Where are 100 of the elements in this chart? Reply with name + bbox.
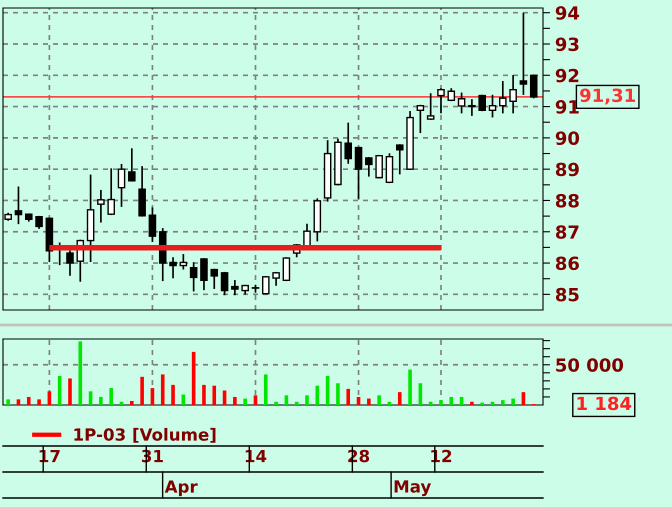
bar	[336, 383, 340, 405]
candlestick	[416, 104, 424, 134]
y-tick-label: 88	[556, 194, 579, 208]
bar	[522, 392, 526, 405]
bar	[212, 386, 216, 405]
bar	[243, 398, 247, 405]
candlestick	[252, 284, 260, 293]
bar	[316, 386, 320, 405]
candlestick	[66, 250, 74, 276]
bar	[26, 396, 31, 405]
bar	[346, 388, 350, 405]
bar	[140, 376, 144, 405]
y-tick-label: 50 000	[556, 358, 624, 372]
bar	[449, 396, 454, 405]
candlestick	[530, 74, 538, 98]
bar	[388, 402, 392, 405]
candlestick	[447, 88, 456, 102]
y-tick-label: 92	[556, 68, 578, 82]
candlestick	[282, 257, 290, 282]
bar	[171, 384, 175, 405]
candlestick	[272, 272, 280, 286]
bar	[37, 399, 41, 405]
legend-label: 1P-03 [Volume]	[74, 428, 216, 443]
y-tick-label: 87	[556, 225, 578, 239]
candlestick	[210, 268, 218, 289]
text: May	[394, 480, 431, 496]
candlestick	[478, 94, 486, 112]
bar	[182, 394, 186, 405]
candlestick	[365, 157, 373, 177]
bar	[130, 400, 134, 405]
bar	[356, 396, 360, 405]
bar	[68, 378, 72, 405]
bar	[160, 374, 165, 405]
candlestick	[509, 75, 517, 114]
ref-line-label: 91,31	[580, 88, 635, 104]
text: Apr	[164, 480, 198, 496]
bar	[120, 402, 124, 405]
bar	[88, 391, 92, 405]
y-tick-label: 90	[556, 131, 580, 145]
candlestick	[344, 122, 352, 164]
bar	[202, 384, 206, 405]
bar	[408, 370, 412, 405]
bar	[99, 396, 103, 405]
bar	[305, 395, 309, 405]
candlestick	[488, 94, 496, 118]
candlestick	[262, 276, 270, 295]
candlestick	[437, 88, 445, 114]
bar	[490, 402, 494, 405]
y-tick-label: 94	[556, 6, 580, 20]
candlestick	[35, 216, 43, 229]
candlestick	[375, 154, 383, 178]
candlestick	[499, 81, 507, 114]
candlestick	[148, 207, 156, 242]
candlestick	[118, 164, 126, 207]
bar	[58, 376, 62, 405]
bar	[501, 400, 505, 405]
y-tick-label: 93	[556, 37, 578, 52]
bar	[78, 341, 82, 405]
bar	[222, 390, 226, 405]
bar	[439, 400, 443, 405]
bar	[418, 383, 422, 405]
candlestick	[354, 146, 362, 199]
bar	[192, 352, 196, 405]
candlestick	[458, 92, 466, 114]
bar	[470, 402, 474, 405]
y-tick-label: 89	[556, 162, 579, 176]
bar	[233, 396, 237, 405]
bar	[48, 391, 52, 405]
bar	[274, 402, 278, 405]
bar	[150, 388, 154, 405]
bar	[6, 399, 10, 405]
candlestick	[468, 99, 476, 116]
bar	[16, 399, 20, 405]
candlestick	[426, 93, 434, 120]
candlestick	[220, 272, 228, 296]
candlestick	[128, 148, 136, 182]
y-tick-label: 91	[556, 100, 579, 114]
candlestick	[169, 257, 177, 278]
bar	[264, 374, 268, 405]
bar	[460, 396, 464, 405]
bar	[326, 376, 330, 405]
y-tick-label: 85	[556, 288, 579, 302]
candlestick	[107, 168, 115, 216]
candlestick	[231, 280, 239, 296]
candlestick	[200, 258, 208, 290]
y-tick-label: 86	[556, 256, 579, 270]
bar	[109, 388, 114, 405]
bar	[367, 398, 371, 405]
bar	[294, 402, 299, 405]
candlestick	[396, 144, 404, 174]
bar	[284, 395, 288, 405]
candlestick	[180, 254, 188, 270]
bar	[254, 395, 258, 405]
text: 1 184	[578, 396, 632, 410]
bar	[428, 402, 432, 405]
candlestick	[14, 186, 22, 224]
bar	[377, 395, 381, 405]
candlestick	[97, 190, 105, 223]
bar	[511, 398, 515, 405]
candlestick	[190, 262, 198, 292]
